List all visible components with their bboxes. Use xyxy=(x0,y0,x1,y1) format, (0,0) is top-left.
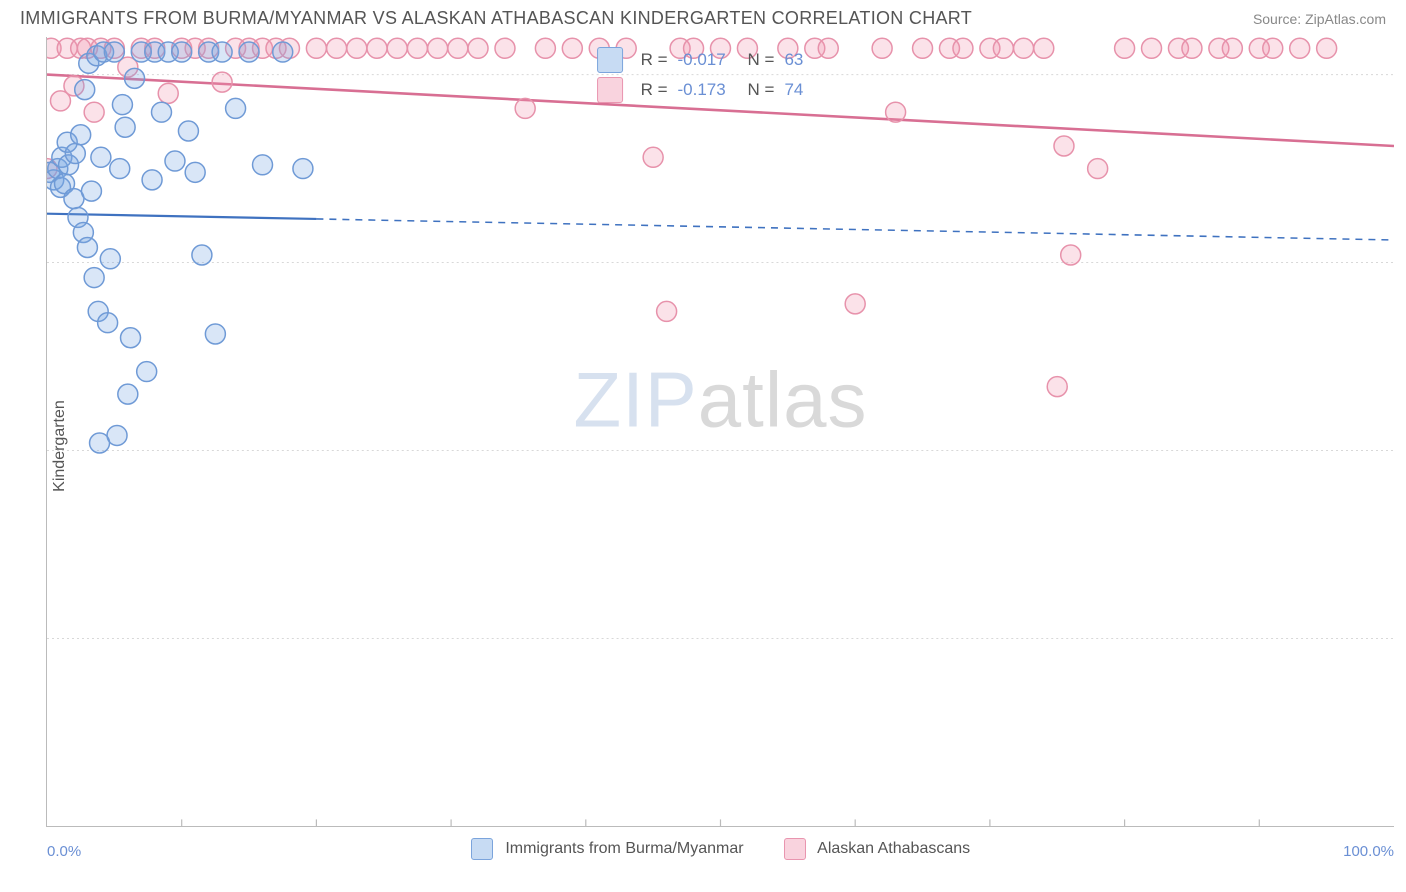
source-attribution: Source: ZipAtlas.com xyxy=(1253,11,1386,27)
legend-n-value-1: 74 xyxy=(784,80,844,100)
legend-footer-swatch-0 xyxy=(471,838,493,860)
legend-r-value-0: -0.017 xyxy=(678,50,738,70)
legend-series-0-name: Immigrants from Burma/Myanmar xyxy=(505,840,743,857)
legend-n-label: N = xyxy=(748,50,775,70)
legend-footer-swatch-1 xyxy=(784,838,806,860)
legend-row-series-0: R = -0.017 N = 63 xyxy=(597,45,845,75)
legend-r-label: R = xyxy=(641,80,668,100)
chart-area: ZIPatlas 85.0%90.0%95.0%100.0% R = -0.01… xyxy=(46,37,1394,827)
legend-swatch-series-1 xyxy=(597,77,623,103)
page-title: IMMIGRANTS FROM BURMA/MYANMAR VS ALASKAN… xyxy=(20,8,972,29)
correlation-legend: R = -0.017 N = 63 R = -0.173 N = 74 xyxy=(597,45,845,105)
scatter-plot xyxy=(47,37,1394,826)
legend-n-label: N = xyxy=(748,80,775,100)
legend-swatch-series-0 xyxy=(597,47,623,73)
legend-r-label: R = xyxy=(641,50,668,70)
legend-item-series-1: Alaskan Athabascans xyxy=(784,838,971,860)
legend-row-series-1: R = -0.173 N = 74 xyxy=(597,75,845,105)
series-legend: Immigrants from Burma/Myanmar Alaskan At… xyxy=(47,838,1394,860)
legend-n-value-0: 63 xyxy=(784,50,844,70)
legend-item-series-0: Immigrants from Burma/Myanmar xyxy=(471,838,744,860)
legend-series-1-name: Alaskan Athabascans xyxy=(817,840,970,857)
legend-r-value-1: -0.173 xyxy=(678,80,738,100)
